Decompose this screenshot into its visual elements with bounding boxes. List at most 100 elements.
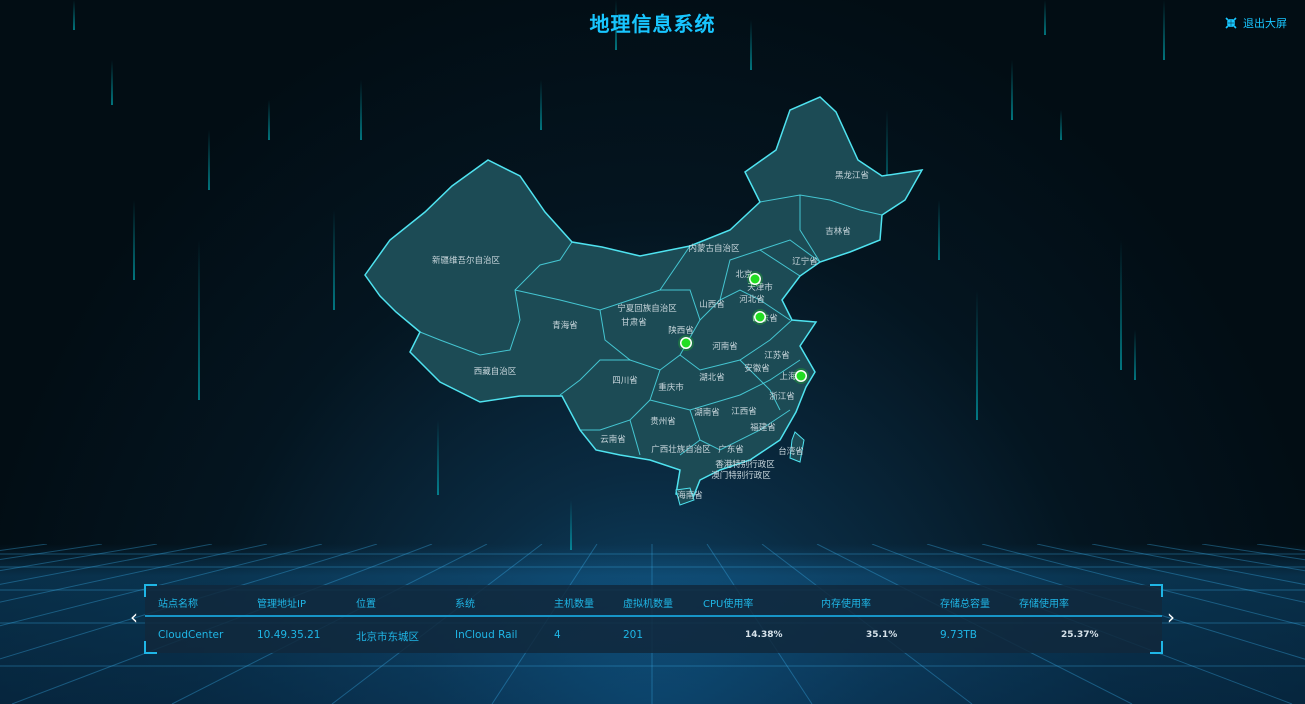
province-label[interactable]: 内蒙古自治区: [688, 243, 740, 254]
table-cell: 14.38%: [745, 630, 783, 640]
province-label[interactable]: 浙江省: [769, 391, 795, 402]
rain-streak: [615, 0, 617, 50]
column-header: 主机数量: [554, 599, 594, 610]
table-cell: CloudCenter: [158, 629, 224, 641]
china-outline: [364, 96, 924, 501]
province-label[interactable]: 辽宁省: [792, 256, 818, 267]
column-header: 系统: [455, 599, 475, 610]
province-border: [599, 289, 701, 371]
province-label[interactable]: 新疆维吾尔自治区: [432, 255, 501, 266]
rain-streak: [1044, 0, 1046, 35]
rain-streak: [208, 130, 210, 190]
site-table: 站点名称 管理地址IP 位置 系统 主机数量 虚拟机数量 CPU使用率 内存使用率 存储总容量 存…: [144, 584, 1163, 654]
province-label[interactable]: 吉林省: [825, 226, 851, 237]
rain-streak: [570, 500, 572, 550]
province-border: [739, 359, 781, 411]
chevron-right-icon: ›: [1167, 605, 1175, 629]
province-label[interactable]: 香港特别行政区: [715, 459, 775, 470]
province-label[interactable]: 湖南省: [694, 407, 720, 418]
rain-streak: [437, 420, 439, 495]
province-label[interactable]: 湖北省: [699, 372, 725, 383]
province-border: [759, 195, 821, 263]
corner-decoration: [1150, 584, 1163, 597]
table-cell: InCloud Rail: [455, 629, 518, 641]
rain-streak: [938, 200, 940, 260]
corner-decoration: [144, 641, 157, 654]
province-label[interactable]: 河南省: [712, 341, 738, 352]
province-label[interactable]: 河北省: [739, 294, 765, 305]
province-label[interactable]: 西藏自治区: [474, 366, 517, 377]
province-label[interactable]: 陕西省: [668, 325, 694, 336]
next-button[interactable]: ›: [1167, 605, 1175, 629]
site-marker[interactable]: [747, 271, 763, 287]
province-border: [559, 359, 630, 396]
province-border: [719, 249, 801, 301]
province-label[interactable]: 海南省: [677, 490, 703, 501]
province-border: [689, 409, 791, 451]
rain-streak: [360, 80, 362, 140]
column-header: 内存使用率: [821, 599, 871, 610]
province-label[interactable]: 天津市: [747, 282, 773, 293]
site-marker[interactable]: [793, 368, 809, 384]
province-border: [419, 241, 573, 356]
table-cell: 4: [554, 629, 561, 641]
province-label[interactable]: 四川省: [612, 375, 638, 386]
table-cell: 北京市东城区: [356, 631, 419, 643]
rain-streak: [333, 210, 335, 310]
rain-streak: [1060, 110, 1062, 140]
table-cell: 9.73TB: [940, 629, 977, 641]
province-border: [759, 194, 883, 216]
province-border: [629, 419, 701, 456]
shrink-icon: [1225, 17, 1237, 29]
prev-button[interactable]: ‹: [130, 605, 138, 629]
province-label[interactable]: 青海省: [552, 320, 578, 331]
province-label[interactable]: 广西壮族自治区: [651, 444, 711, 455]
province-label[interactable]: 重庆市: [658, 382, 684, 393]
province-label[interactable]: 山西省: [699, 299, 725, 310]
province-label[interactable]: 江苏省: [764, 350, 790, 361]
rain-streak: [198, 240, 200, 400]
province-label[interactable]: 江西省: [731, 406, 757, 417]
column-header: 站点名称: [158, 599, 198, 610]
table-header: 站点名称 管理地址IP 位置 系统 主机数量 虚拟机数量 CPU使用率 内存使用率 存储总容量 存…: [145, 595, 1162, 617]
column-header: 存储使用率: [1019, 599, 1069, 610]
province-border: [580, 399, 651, 431]
site-marker[interactable]: [752, 309, 768, 325]
rain-streak: [886, 110, 888, 210]
table-cell: 25.37%: [1061, 630, 1099, 640]
exit-fullscreen-button[interactable]: 退出大屏: [1225, 15, 1287, 31]
rain-streak: [1120, 240, 1122, 370]
table-cell: 10.49.35.21: [257, 629, 321, 641]
province-border: [699, 289, 791, 321]
exit-fullscreen-label: 退出大屏: [1243, 17, 1287, 30]
province-label[interactable]: 上海: [779, 371, 797, 382]
rain-streak: [268, 100, 270, 140]
rain-streak: [133, 200, 135, 280]
corner-decoration: [1150, 641, 1163, 654]
province-label[interactable]: 广东省: [718, 444, 744, 455]
province-label[interactable]: 黑龙江省: [835, 170, 870, 181]
column-header: 管理地址IP: [257, 599, 306, 610]
province-label[interactable]: 甘肃省: [621, 317, 647, 328]
hainan: [675, 487, 695, 506]
table-cell: 35.1%: [866, 630, 898, 640]
rain-streak: [976, 290, 978, 420]
corner-decoration: [144, 584, 157, 597]
site-marker[interactable]: [678, 335, 694, 351]
rain-streak: [73, 0, 75, 30]
column-header: 存储总容量: [940, 599, 990, 610]
taiwan: [789, 431, 805, 463]
province-label[interactable]: 贵州省: [650, 416, 676, 427]
province-label[interactable]: 台湾省: [778, 446, 804, 457]
column-header: 位置: [356, 599, 376, 610]
table-cell: 201: [623, 629, 644, 641]
province-label[interactable]: 北京: [735, 269, 752, 280]
province-label[interactable]: 福建省: [750, 422, 776, 433]
province-label[interactable]: 宁夏回族自治区: [617, 303, 677, 314]
province-label[interactable]: 澳门特别行政区: [711, 470, 771, 481]
province-label[interactable]: 云南省: [600, 434, 626, 445]
province-border: [514, 245, 691, 311]
province-label[interactable]: 安徽省: [744, 363, 770, 374]
province-border: [649, 359, 801, 411]
